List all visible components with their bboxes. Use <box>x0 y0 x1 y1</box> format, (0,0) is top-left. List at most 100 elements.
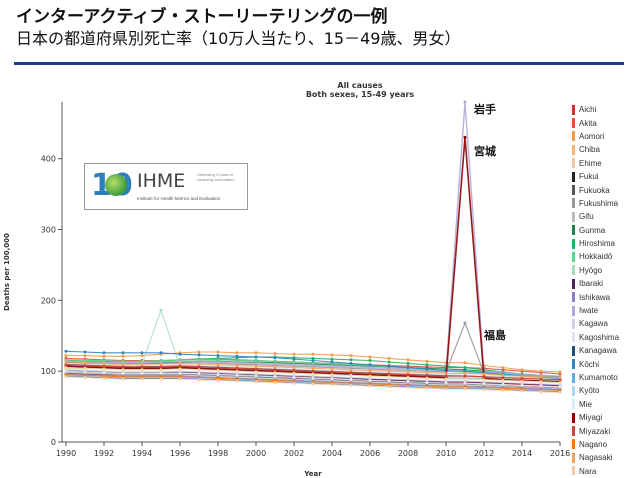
data-point[interactable] <box>216 360 220 364</box>
data-point[interactable] <box>140 354 144 358</box>
data-point[interactable] <box>311 361 315 365</box>
data-point[interactable] <box>349 354 353 358</box>
data-point[interactable] <box>235 377 239 381</box>
data-point[interactable] <box>121 368 125 372</box>
data-point[interactable] <box>273 362 277 366</box>
data-point[interactable] <box>539 388 543 392</box>
data-point[interactable] <box>102 354 106 358</box>
data-point[interactable] <box>330 383 334 387</box>
data-point[interactable] <box>102 374 106 378</box>
data-point[interactable] <box>425 381 429 384</box>
data-point[interactable] <box>387 385 391 389</box>
data-point[interactable] <box>482 378 486 382</box>
data-point[interactable] <box>444 374 448 378</box>
data-point[interactable] <box>178 375 182 379</box>
data-point[interactable] <box>349 365 353 369</box>
data-point[interactable] <box>216 350 220 354</box>
data-point[interactable] <box>83 354 87 358</box>
series-nagasaki[interactable] <box>64 360 562 380</box>
data-point[interactable] <box>387 369 391 373</box>
data-point[interactable] <box>425 363 429 367</box>
data-point[interactable] <box>463 100 467 104</box>
data-point[interactable] <box>178 369 182 373</box>
data-point[interactable] <box>463 374 467 378</box>
data-point[interactable] <box>254 374 258 378</box>
data-point[interactable] <box>368 369 372 372</box>
data-point[interactable] <box>273 381 277 384</box>
data-point[interactable] <box>501 378 505 382</box>
data-point[interactable] <box>482 372 486 376</box>
series-miyazaki[interactable] <box>64 363 562 382</box>
data-point[interactable] <box>83 373 87 377</box>
data-point[interactable] <box>292 352 296 356</box>
legend-item[interactable]: Kyōto <box>572 384 636 397</box>
data-point[interactable] <box>140 375 144 379</box>
data-point[interactable] <box>121 375 125 379</box>
data-point[interactable] <box>273 378 277 382</box>
data-point[interactable] <box>121 371 125 375</box>
data-point[interactable] <box>83 364 87 367</box>
data-point[interactable] <box>216 354 220 358</box>
data-point[interactable] <box>311 382 315 386</box>
data-point[interactable] <box>254 364 258 368</box>
data-point[interactable] <box>368 359 372 362</box>
data-point[interactable] <box>501 388 505 392</box>
data-point[interactable] <box>235 364 239 367</box>
data-point[interactable] <box>254 355 258 359</box>
series-aomori[interactable] <box>64 350 562 374</box>
data-point[interactable] <box>558 390 562 394</box>
data-point[interactable] <box>254 361 258 365</box>
data-point[interactable] <box>425 386 429 390</box>
data-point[interactable] <box>520 374 524 378</box>
data-point[interactable] <box>64 354 68 358</box>
data-point[interactable] <box>273 359 277 363</box>
series-nagano[interactable] <box>64 373 562 392</box>
data-point[interactable] <box>235 366 239 370</box>
data-point[interactable] <box>273 352 277 355</box>
data-point[interactable] <box>387 364 391 368</box>
data-point[interactable] <box>406 378 410 382</box>
data-point[interactable] <box>558 381 562 384</box>
data-point[interactable] <box>520 368 524 372</box>
legend-item[interactable]: Hyōgo <box>572 264 636 277</box>
data-point[interactable] <box>197 372 201 376</box>
data-point[interactable] <box>463 366 467 370</box>
data-point[interactable] <box>463 135 467 139</box>
legend-item[interactable]: Chiba <box>572 143 636 156</box>
data-point[interactable] <box>539 384 543 388</box>
series-mie[interactable] <box>64 369 562 389</box>
data-point[interactable] <box>558 376 562 379</box>
data-point[interactable] <box>539 377 543 381</box>
data-point[interactable] <box>254 351 258 355</box>
data-point[interactable] <box>387 360 391 364</box>
data-point[interactable] <box>292 373 296 377</box>
data-point[interactable] <box>463 385 467 389</box>
data-point[interactable] <box>197 368 201 372</box>
legend-item[interactable]: Fukushima <box>572 197 636 210</box>
data-point[interactable] <box>425 359 429 363</box>
data-point[interactable] <box>83 361 87 365</box>
data-point[interactable] <box>425 378 429 382</box>
data-point[interactable] <box>482 388 486 392</box>
data-point[interactable] <box>292 369 296 372</box>
data-point[interactable] <box>178 367 182 371</box>
data-point[interactable] <box>463 371 467 375</box>
data-point[interactable] <box>539 390 543 394</box>
data-point[interactable] <box>292 366 296 370</box>
data-point[interactable] <box>216 358 220 362</box>
data-point[interactable] <box>83 370 87 374</box>
data-point[interactable] <box>368 355 372 359</box>
data-point[interactable] <box>463 321 467 325</box>
data-point[interactable] <box>406 361 410 365</box>
data-point[interactable] <box>197 378 201 382</box>
data-point[interactable] <box>349 358 353 362</box>
data-point[interactable] <box>83 366 87 370</box>
data-point[interactable] <box>121 362 125 366</box>
legend-item[interactable]: Ishikawa <box>572 290 636 303</box>
legend-item[interactable]: Hokkaidō <box>572 250 636 263</box>
data-point[interactable] <box>140 362 144 366</box>
data-point[interactable] <box>292 379 296 383</box>
data-point[interactable] <box>539 375 543 379</box>
data-point[interactable] <box>501 376 505 379</box>
data-point[interactable] <box>273 375 277 379</box>
